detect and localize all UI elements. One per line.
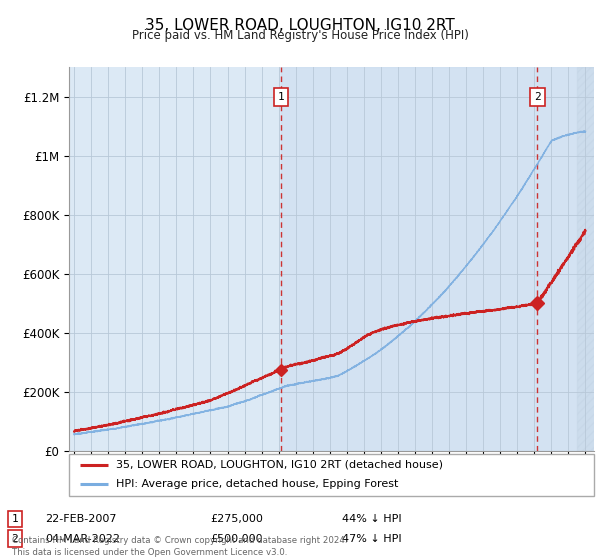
Text: £500,000: £500,000 xyxy=(210,534,263,544)
Text: 2: 2 xyxy=(534,92,541,102)
Text: £275,000: £275,000 xyxy=(210,514,263,524)
Text: 35, LOWER ROAD, LOUGHTON, IG10 2RT (detached house): 35, LOWER ROAD, LOUGHTON, IG10 2RT (deta… xyxy=(116,460,443,470)
Text: 04-MAR-2022: 04-MAR-2022 xyxy=(45,534,120,544)
Text: Contains HM Land Registry data © Crown copyright and database right 2024.
This d: Contains HM Land Registry data © Crown c… xyxy=(12,536,347,557)
Text: Price paid vs. HM Land Registry's House Price Index (HPI): Price paid vs. HM Land Registry's House … xyxy=(131,29,469,42)
Text: 22-FEB-2007: 22-FEB-2007 xyxy=(45,514,116,524)
Bar xyxy=(577,67,600,451)
Text: HPI: Average price, detached house, Epping Forest: HPI: Average price, detached house, Eppi… xyxy=(116,479,398,489)
Text: 35, LOWER ROAD, LOUGHTON, IG10 2RT: 35, LOWER ROAD, LOUGHTON, IG10 2RT xyxy=(145,18,455,33)
Text: 2: 2 xyxy=(11,534,19,544)
Text: 44% ↓ HPI: 44% ↓ HPI xyxy=(342,514,401,524)
Text: 47% ↓ HPI: 47% ↓ HPI xyxy=(342,534,401,544)
Text: 1: 1 xyxy=(277,92,284,102)
Text: 1: 1 xyxy=(11,514,19,524)
Bar xyxy=(281,67,600,451)
